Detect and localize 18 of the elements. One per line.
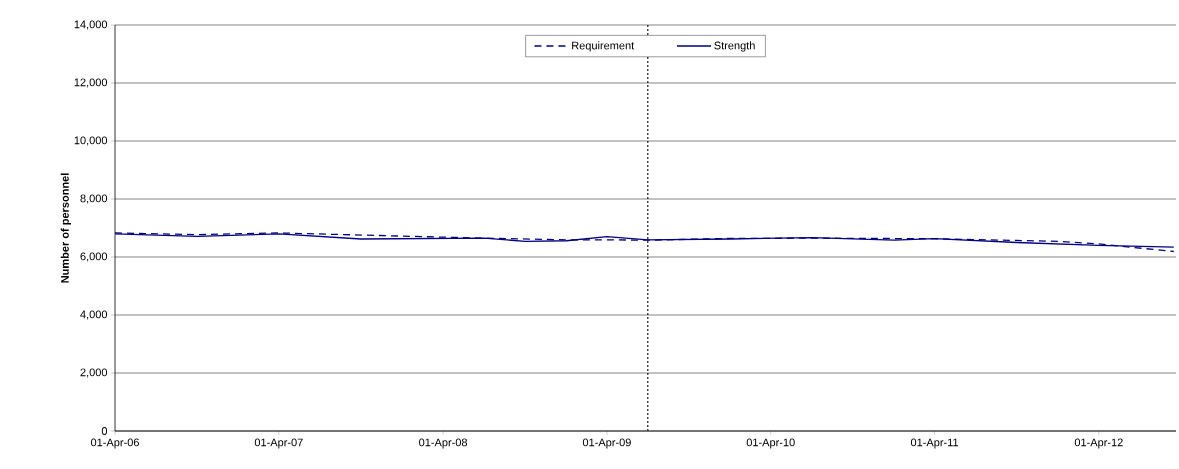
legend-label: Requirement	[572, 41, 635, 52]
y-tick-label: 12,000	[74, 78, 108, 88]
x-tick-label: 01-Apr-09	[582, 438, 631, 449]
x-tick-label: 01-Apr-10	[746, 438, 795, 449]
y-tick-label: 8,000	[80, 194, 108, 204]
x-tick-label: 01-Apr-06	[90, 438, 139, 449]
y-tick-label: 6,000	[80, 252, 108, 262]
x-tick-label: 01-Apr-07	[254, 438, 303, 449]
y-tick-label: 10,000	[74, 136, 108, 146]
y-tick-label: 0	[101, 427, 108, 435]
y-tick-label: 2,000	[80, 368, 108, 378]
legend-label: Strength	[714, 41, 755, 52]
y-axis-title: Number of personnel	[60, 173, 71, 283]
x-tick-label: 01-Apr-08	[419, 438, 468, 449]
x-tick-label: 01-Apr-11	[910, 438, 959, 449]
y-tick-label: 4,000	[80, 310, 108, 320]
y-tick-label: 14,000	[74, 20, 108, 30]
x-tick-label: 01-Apr-12	[1074, 438, 1123, 449]
